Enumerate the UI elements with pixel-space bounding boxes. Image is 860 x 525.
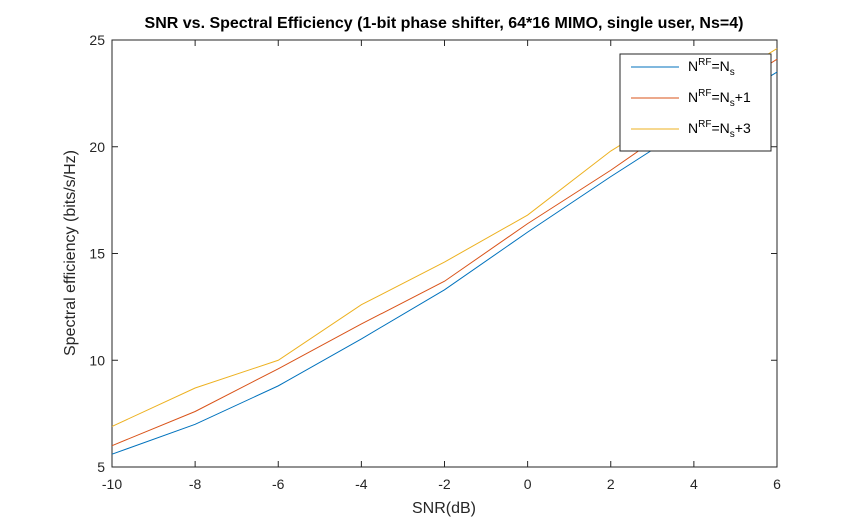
legend-label-tail: +3 — [735, 120, 751, 136]
legend-label-3: NRF=Ns+3 — [688, 119, 751, 140]
legend-label-mid: =N — [711, 58, 729, 74]
legend-label-base: N — [688, 89, 698, 105]
legend-label-2: NRF=Ns+1 — [688, 88, 751, 109]
legend-label-base: N — [688, 120, 698, 136]
legend-box — [619, 53, 772, 152]
x-axis-label: SNR(dB) — [412, 500, 476, 517]
legend-label-tail: +1 — [735, 89, 751, 105]
axis-ticks: -10 -8 -6 -4 -2 0 2 4 6 5 10 15 20 25 — [89, 32, 781, 492]
x-tick-label: 0 — [524, 476, 532, 492]
y-tick-label: 15 — [89, 246, 105, 262]
x-tick-label: 6 — [773, 476, 781, 492]
x-tick-label: -6 — [272, 476, 285, 492]
y-tick-label: 5 — [97, 459, 105, 475]
legend-label-1: NRF=Ns — [688, 57, 735, 78]
y-tick-label: 20 — [89, 139, 105, 155]
chart-title: SNR vs. Spectral Efficiency (1-bit phase… — [145, 15, 744, 32]
x-tick-label: 2 — [607, 476, 615, 492]
x-tick-label: -2 — [438, 476, 451, 492]
legend-label-base: N — [688, 58, 698, 74]
y-tick-label: 25 — [89, 32, 105, 48]
x-tick-label: -8 — [189, 476, 202, 492]
x-tick-label: -4 — [355, 476, 368, 492]
x-tick-label: -10 — [102, 476, 122, 492]
y-axis-label: Spectral efficiency (bits/s/Hz) — [62, 150, 79, 356]
legend-label-subscript: s — [730, 129, 735, 140]
x-tick-label: 4 — [690, 476, 698, 492]
legend-label-mid: =N — [711, 89, 729, 105]
legend-label-subscript: s — [730, 98, 735, 109]
y-tick-label: 10 — [89, 352, 105, 368]
legend-label-superscript: RF — [698, 88, 711, 99]
legend-label-mid: =N — [711, 120, 729, 136]
legend-label-superscript: RF — [698, 57, 711, 68]
legend-label-subscript: s — [730, 67, 735, 78]
legend-label-superscript: RF — [698, 119, 711, 130]
